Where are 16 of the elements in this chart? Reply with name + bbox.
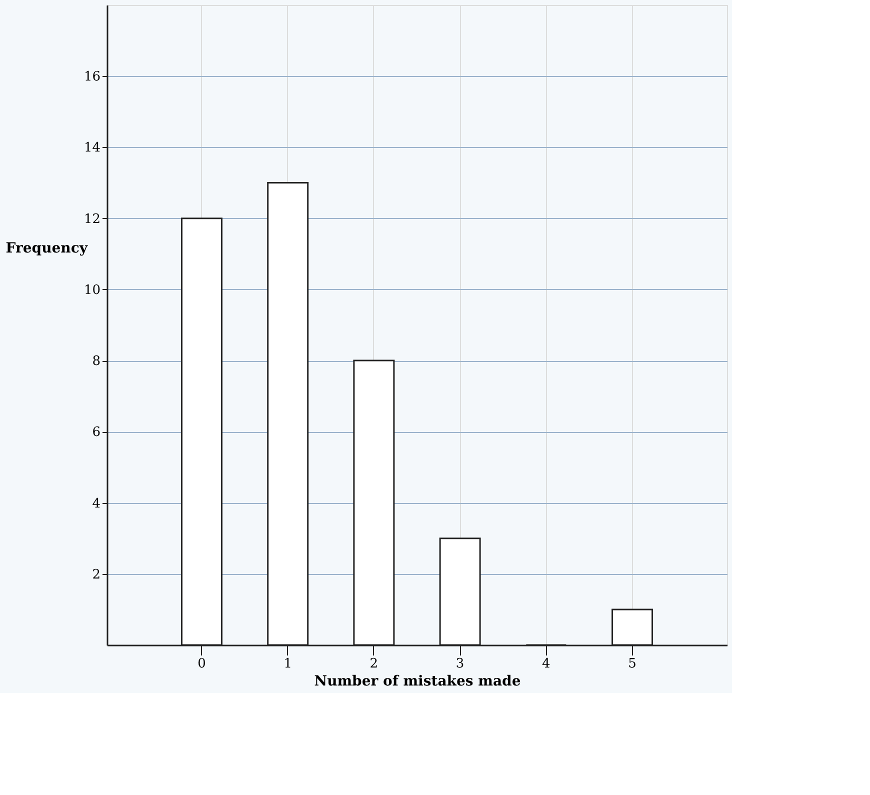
- x-tick-label: 0: [198, 656, 206, 672]
- y-tick-label: 14: [84, 140, 100, 156]
- x-tick-label: 1: [284, 656, 292, 672]
- y-tick-label: 16: [84, 70, 100, 85]
- x-axis-title: Number of mistakes made: [314, 674, 521, 690]
- y-tick-label: 6: [92, 425, 100, 440]
- y-tick-label: 10: [84, 282, 100, 298]
- x-tick-label: 4: [542, 656, 550, 672]
- y-tick-label: 2: [92, 567, 100, 582]
- y-tick-label: 12: [84, 212, 100, 227]
- y-axis-title: Frequency: [6, 240, 88, 256]
- x-tick-label: 2: [370, 656, 378, 672]
- y-tick-label: 4: [92, 496, 100, 512]
- y-tick-label: 8: [92, 354, 100, 370]
- x-tick-label: 5: [628, 656, 636, 672]
- x-tick-label: 3: [456, 656, 464, 672]
